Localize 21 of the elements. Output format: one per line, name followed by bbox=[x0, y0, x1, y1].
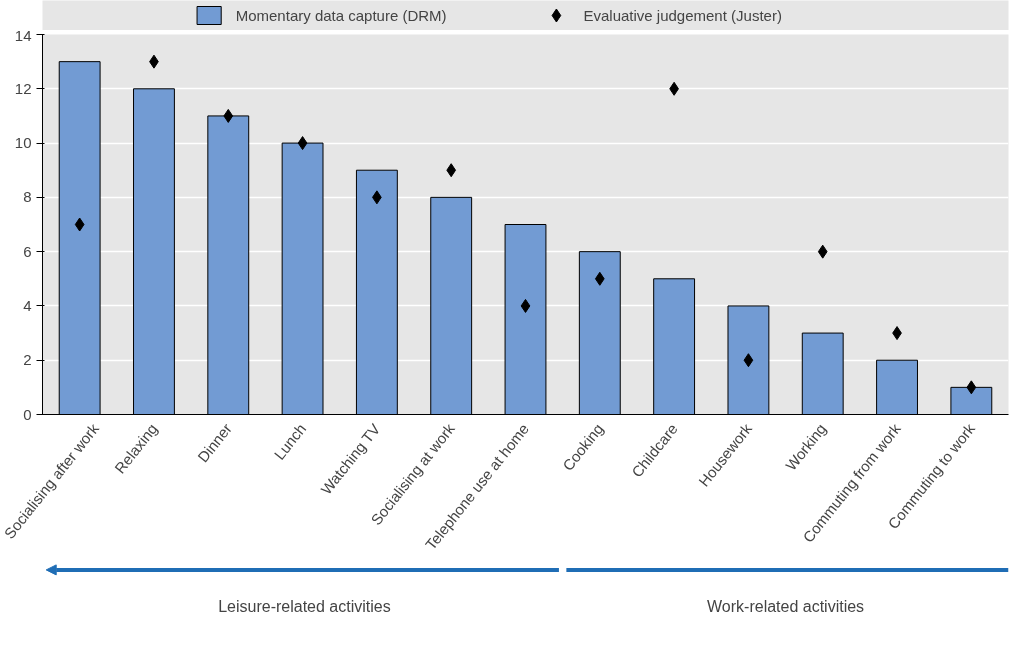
point bbox=[446, 163, 457, 178]
y-tick-label: 2 bbox=[23, 351, 32, 369]
point bbox=[520, 298, 531, 313]
legend-label: Momentary data capture (DRM) bbox=[235, 7, 447, 24]
point bbox=[817, 244, 828, 259]
y-tick-label: 8 bbox=[23, 188, 32, 206]
y-tick-label: 12 bbox=[14, 79, 32, 97]
text: Work-related activities bbox=[707, 597, 865, 615]
y-tick-label: 6 bbox=[23, 242, 32, 260]
point bbox=[223, 108, 234, 123]
y-tick-label: 10 bbox=[14, 134, 32, 152]
point bbox=[594, 271, 605, 286]
point bbox=[966, 380, 977, 395]
text: Leisure-related activities bbox=[218, 597, 391, 615]
y-tick-label: 14 bbox=[14, 26, 32, 44]
legend-label: Evaluative judgement (Juster) bbox=[583, 7, 782, 24]
point bbox=[743, 353, 754, 368]
point bbox=[297, 136, 308, 151]
y-tick-label: 0 bbox=[23, 405, 32, 423]
point bbox=[74, 217, 85, 232]
y-tick-label: 4 bbox=[23, 296, 32, 314]
